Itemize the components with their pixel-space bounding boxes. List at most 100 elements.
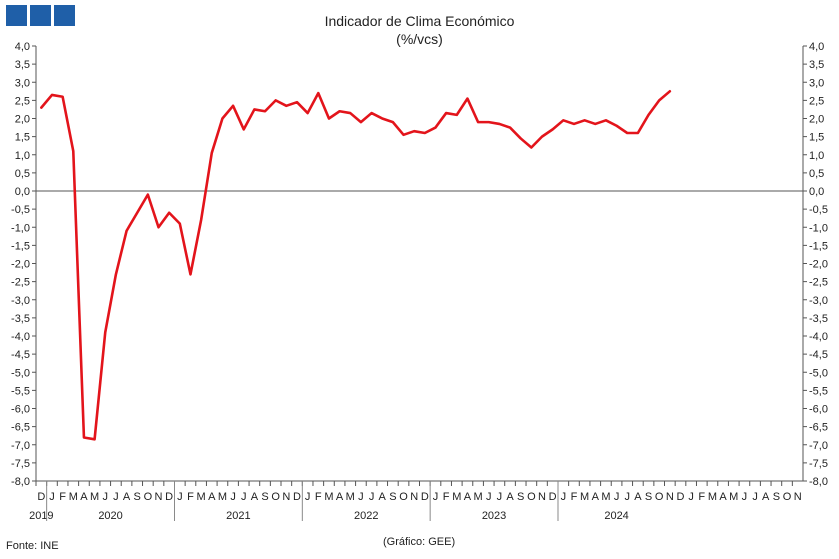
month-label: M <box>452 491 461 503</box>
month-label: O <box>527 491 536 503</box>
chart-subtitle: (%/vcs) <box>396 31 443 47</box>
y-tick-label-left: 1,0 <box>15 150 30 162</box>
month-label: O <box>783 491 792 503</box>
logo-square-1 <box>6 5 27 26</box>
y-tick-label-right: 1,5 <box>809 132 824 144</box>
month-label: F <box>315 491 322 503</box>
y-tick-label-left: -6,0 <box>11 404 30 416</box>
month-label: J <box>742 491 748 503</box>
year-label: 2021 <box>226 510 250 522</box>
month-label: M <box>601 491 610 503</box>
y-tick-label-right: 1,0 <box>809 150 824 162</box>
month-label: M <box>474 491 483 503</box>
logo <box>6 5 75 26</box>
y-tick-label-left: 4,0 <box>15 41 30 53</box>
month-label: S <box>517 491 524 503</box>
y-tick-label-right: -0,5 <box>809 204 828 216</box>
month-label: A <box>464 491 472 503</box>
month-label: F <box>187 491 194 503</box>
year-label: 2023 <box>482 510 506 522</box>
y-tick-label-right: -6,5 <box>809 422 828 434</box>
y-tick-label-left: -5,0 <box>11 367 30 379</box>
year-label: 2022 <box>354 510 378 522</box>
y-tick-label-left: -0,5 <box>11 204 30 216</box>
month-label: A <box>208 491 216 503</box>
month-label: N <box>282 491 290 503</box>
y-tick-label-left: -5,5 <box>11 385 30 397</box>
month-label: M <box>69 491 78 503</box>
month-label: J <box>369 491 375 503</box>
month-label: M <box>218 491 227 503</box>
logo-square-2 <box>30 5 51 26</box>
month-label: M <box>346 491 355 503</box>
y-tick-label-left: -4,5 <box>11 349 30 361</box>
chart-title: Indicador de Clima Económico <box>324 13 515 29</box>
y-tick-label-right: 0,5 <box>809 168 824 180</box>
month-label: A <box>592 491 600 503</box>
year-label: 2024 <box>604 510 628 522</box>
month-label: J <box>614 491 620 503</box>
y-tick-label-left: -7,5 <box>11 458 30 470</box>
y-tick-label-left: -8,0 <box>11 476 30 488</box>
y-tick-label-right: -2,5 <box>809 277 828 289</box>
y-tick-label-right: -3,0 <box>809 295 828 307</box>
month-label: J <box>561 491 567 503</box>
month-label: D <box>37 491 45 503</box>
month-label: J <box>624 491 630 503</box>
y-tick-label-right: -4,0 <box>809 331 828 343</box>
y-tick-label-right: 2,0 <box>809 114 824 126</box>
month-label: S <box>134 491 141 503</box>
month-label: J <box>305 491 311 503</box>
month-label: F <box>443 491 450 503</box>
month-label: J <box>433 491 439 503</box>
month-label: A <box>719 491 727 503</box>
month-label: N <box>666 491 674 503</box>
y-tick-label-left: -1,5 <box>11 240 30 252</box>
series-line <box>40 90 672 441</box>
month-label: S <box>645 491 652 503</box>
month-label: J <box>752 491 758 503</box>
y-tick-label-left: -2,0 <box>11 259 30 271</box>
month-label: A <box>506 491 514 503</box>
month-label: F <box>571 491 578 503</box>
y-tick-label-right: 4,0 <box>809 41 824 53</box>
y-tick-label-right: -1,0 <box>809 222 828 234</box>
y-tick-label-right: 0,0 <box>809 186 824 198</box>
month-label: A <box>80 491 88 503</box>
month-label: A <box>634 491 642 503</box>
y-tick-label-left: 2,0 <box>15 114 30 126</box>
month-label: D <box>165 491 173 503</box>
y-tick-label-right: -2,0 <box>809 259 828 271</box>
source-note: Fonte: INE <box>6 540 59 552</box>
y-tick-label-right: -5,5 <box>809 385 828 397</box>
y-tick-label-left: 3,0 <box>15 77 30 89</box>
chart-credit: (Gráfico: GEE) <box>383 536 456 548</box>
month-label: N <box>538 491 546 503</box>
month-label: J <box>177 491 183 503</box>
month-label: O <box>655 491 664 503</box>
month-label: J <box>49 491 55 503</box>
month-label: J <box>113 491 119 503</box>
month-label: A <box>762 491 770 503</box>
y-tick-label-left: 0,0 <box>15 186 30 198</box>
month-label: J <box>358 491 364 503</box>
month-label: S <box>773 491 780 503</box>
y-tick-label-right: -7,0 <box>809 440 828 452</box>
month-label: D <box>549 491 557 503</box>
y-tick-label-left: 3,5 <box>15 59 30 71</box>
month-label: J <box>230 491 236 503</box>
month-label: M <box>324 491 333 503</box>
y-tick-label-left: -6,5 <box>11 422 30 434</box>
month-label: M <box>729 491 738 503</box>
y-tick-label-left: -4,0 <box>11 331 30 343</box>
month-label: N <box>155 491 163 503</box>
month-label: S <box>389 491 396 503</box>
year-label: 2019 <box>29 510 53 522</box>
month-label: J <box>688 491 694 503</box>
y-tick-label-right: -6,0 <box>809 404 828 416</box>
month-label: J <box>241 491 247 503</box>
month-label: J <box>486 491 492 503</box>
logo-square-3 <box>54 5 75 26</box>
month-label: A <box>379 491 387 503</box>
